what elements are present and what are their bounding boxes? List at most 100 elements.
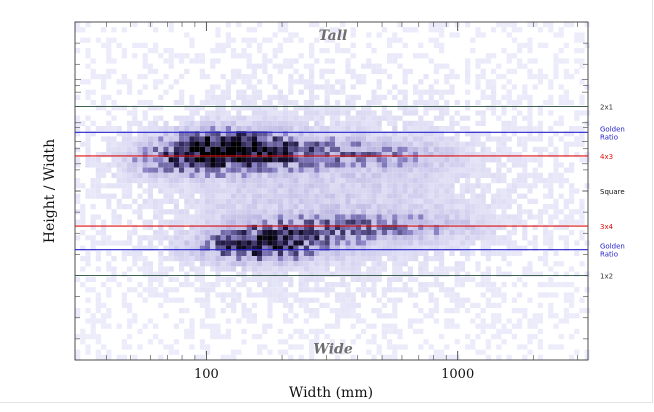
heatmap-cell xyxy=(106,58,112,64)
heatmap-cell xyxy=(485,323,491,329)
heatmap-cell xyxy=(319,250,325,256)
heatmap-cell xyxy=(345,63,351,69)
heatmap-cell xyxy=(257,266,263,272)
heatmap-cell xyxy=(251,157,257,163)
heatmap-cell xyxy=(251,172,257,178)
heatmap-cell xyxy=(246,79,252,85)
heatmap-cell xyxy=(340,110,346,116)
heatmap-cell xyxy=(194,110,200,116)
heatmap-cell xyxy=(537,126,543,132)
heatmap-cell xyxy=(220,354,226,360)
heatmap-cell xyxy=(345,105,351,111)
heatmap-cell xyxy=(350,224,356,230)
heatmap-cell xyxy=(350,94,356,100)
heatmap-cell xyxy=(168,276,174,282)
heatmap-cell xyxy=(236,120,242,126)
heatmap-cell xyxy=(75,235,81,241)
heatmap-cell xyxy=(309,157,315,163)
heatmap-cell xyxy=(309,256,315,262)
heatmap-cell xyxy=(387,339,393,345)
heatmap-cell xyxy=(257,79,263,85)
heatmap-cell xyxy=(392,328,398,334)
heatmap-cell xyxy=(236,250,242,256)
heatmap-cell xyxy=(350,115,356,121)
heatmap-cell xyxy=(106,37,112,43)
heatmap-cell xyxy=(402,188,408,194)
heatmap-cell xyxy=(225,79,231,85)
heatmap-cell xyxy=(314,224,320,230)
heatmap-cell xyxy=(277,256,283,262)
heatmap-cell xyxy=(465,178,471,184)
heatmap-cell xyxy=(423,339,429,345)
heatmap-cell xyxy=(522,224,528,230)
heatmap-cell xyxy=(231,120,237,126)
heatmap-cell xyxy=(366,131,372,137)
heatmap-cell xyxy=(361,178,367,184)
heatmap-cell xyxy=(376,204,382,210)
heatmap-cell xyxy=(413,245,419,251)
heatmap-cell xyxy=(480,131,486,137)
heatmap-cell xyxy=(116,167,122,173)
heatmap-cell xyxy=(309,204,315,210)
heatmap-cell xyxy=(319,126,325,132)
heatmap-cell xyxy=(569,131,575,137)
heatmap-cell xyxy=(241,282,247,288)
heatmap-cell xyxy=(459,141,465,147)
heatmap-cell xyxy=(194,204,200,210)
heatmap-cell xyxy=(345,266,351,272)
heatmap-cell xyxy=(75,22,81,28)
heatmap-cell xyxy=(511,214,517,220)
heatmap-cell xyxy=(439,245,445,251)
heatmap-cell xyxy=(480,245,486,251)
heatmap-cell xyxy=(361,193,367,199)
heatmap-cell xyxy=(314,261,320,267)
heatmap-cell xyxy=(329,188,335,194)
heatmap-cell xyxy=(251,74,257,80)
heatmap-cell xyxy=(324,188,330,194)
heatmap-cell xyxy=(413,110,419,116)
heatmap-cell xyxy=(314,105,320,111)
heatmap-cell xyxy=(267,146,273,152)
heatmap-cell xyxy=(168,198,174,204)
heatmap-cell xyxy=(215,146,221,152)
heatmap-cell xyxy=(168,27,174,33)
heatmap-cell xyxy=(236,282,242,288)
heatmap-cell xyxy=(194,256,200,262)
heatmap-cell xyxy=(168,167,174,173)
heatmap-cell xyxy=(517,152,523,158)
heatmap-cell xyxy=(231,245,237,251)
heatmap-cell xyxy=(345,261,351,267)
heatmap-cell xyxy=(335,146,341,152)
heatmap-cell xyxy=(366,162,372,168)
heatmap-cell xyxy=(309,214,315,220)
heatmap-cell xyxy=(402,219,408,225)
heatmap-cell xyxy=(376,167,382,173)
heatmap-cell xyxy=(532,318,538,324)
heatmap-cell xyxy=(340,349,346,355)
heatmap-cell xyxy=(168,224,174,230)
heatmap-cell xyxy=(241,240,247,246)
heatmap-cell xyxy=(314,136,320,142)
heatmap-cell xyxy=(433,224,439,230)
heatmap-cell xyxy=(272,32,278,38)
heatmap-cell xyxy=(163,74,169,80)
heatmap-cell xyxy=(106,323,112,329)
heatmap-cell xyxy=(309,167,315,173)
heatmap-cell xyxy=(397,157,403,163)
reference-lines xyxy=(75,105,588,277)
heatmap-cell xyxy=(158,152,164,158)
heatmap-cell xyxy=(101,230,107,236)
heatmap-cell xyxy=(298,287,304,293)
heatmap-cell xyxy=(423,152,429,158)
heatmap-cell xyxy=(584,354,590,360)
heatmap-cell xyxy=(522,94,528,100)
heatmap-cell xyxy=(361,204,367,210)
heatmap-cell xyxy=(309,68,315,74)
heatmap-cell xyxy=(376,250,382,256)
heatmap-cell xyxy=(558,282,564,288)
heatmap-cell xyxy=(95,126,101,132)
heatmap-cell xyxy=(439,334,445,340)
heatmap-cell xyxy=(168,344,174,350)
heatmap-cell xyxy=(345,214,351,220)
reference-line-label: Ratio xyxy=(600,133,618,141)
